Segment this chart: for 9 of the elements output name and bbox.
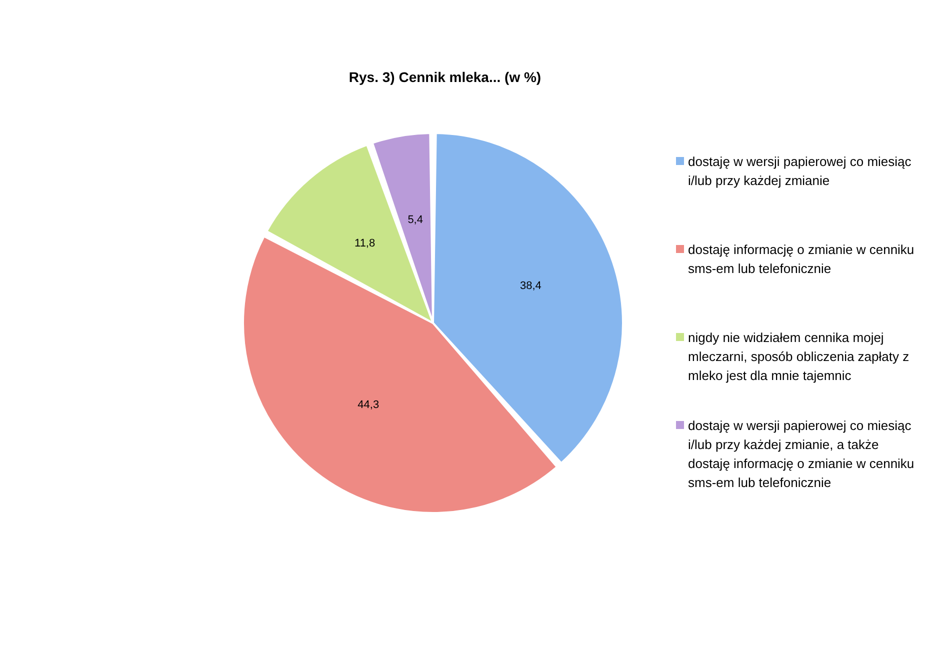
legend-label: nigdy nie widziałem cennika mojej mleczarni, sposób obliczenia zapłaty z mleko jest dla mnie tajemnic: [688, 330, 910, 383]
data-label: 44,3: [358, 399, 380, 412]
legend-label: dostaję w wersji papierowej co miesiąc i/lub przy każdej zmianie, a także dostaję informację o zmianie w cenniku sms-em lub telefonicznie: [688, 418, 914, 490]
data-label: 38,4: [520, 280, 542, 292]
chart-title: Rys. 3) Cennik mleka... (w %): [348, 69, 542, 85]
data-label: 5,4: [408, 214, 423, 226]
legend-label: dostaję informację o zmianie w cenniku sms-em lub telefonicznie: [688, 242, 914, 276]
legend-label: dostaję w wersji papierowej co miesiąc i/lub przy każdej zmianie: [688, 154, 912, 188]
data-label: 11,8: [354, 238, 376, 250]
